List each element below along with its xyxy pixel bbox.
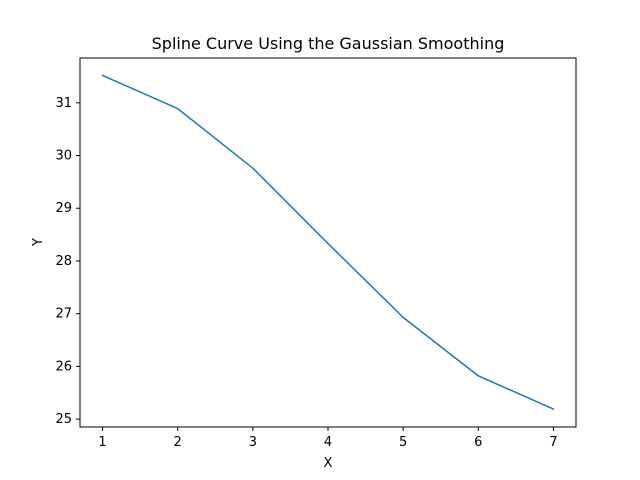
x-tick-label: 7 <box>549 435 557 450</box>
x-tick-label: 6 <box>474 435 482 450</box>
y-tick-label: 26 <box>55 359 72 374</box>
x-axis-label: X <box>324 456 333 471</box>
x-tick-label: 1 <box>98 435 106 450</box>
series-line <box>101 74 555 410</box>
y-tick-label: 25 <box>55 412 72 427</box>
y-tick-label: 29 <box>55 201 72 216</box>
x-tick-label: 4 <box>324 435 332 450</box>
chart-title: Spline Curve Using the Gaussian Smoothin… <box>152 34 505 53</box>
x-tick-label: 2 <box>174 435 182 450</box>
y-tick-label: 30 <box>55 149 72 164</box>
y-tick-label: 31 <box>55 96 72 111</box>
y-tick-label: 27 <box>55 307 72 322</box>
x-tick-label: 5 <box>399 435 407 450</box>
x-axis-ticks: 1 2 3 4 5 6 7 <box>98 427 558 450</box>
series-layer <box>101 74 555 410</box>
y-tick-label: 28 <box>55 254 72 269</box>
x-tick-label: 3 <box>249 435 257 450</box>
y-axis-label: Y <box>31 238 46 247</box>
y-axis-ticks: 25 26 27 28 29 30 31 <box>55 96 80 427</box>
